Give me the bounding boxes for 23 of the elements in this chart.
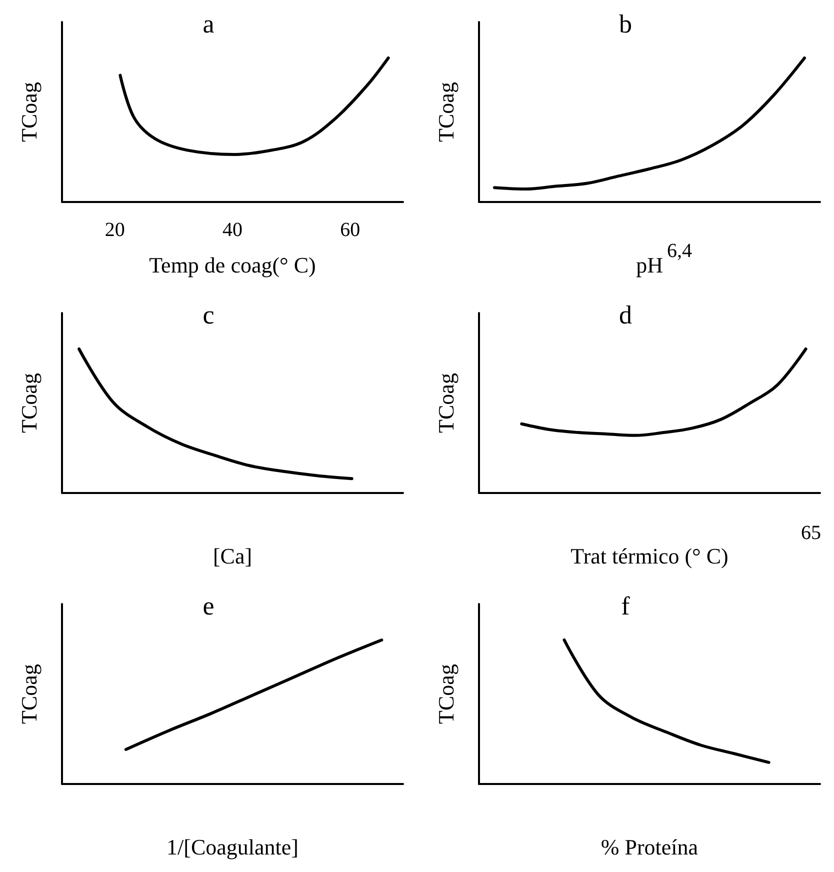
y-axis-title: TCoag (16, 82, 42, 142)
y-axis-title: TCoag (16, 373, 42, 433)
y-axis-title: TCoag (434, 664, 458, 724)
x-tick-label: 60 (340, 219, 360, 241)
x-axis-title: Trat térmico (° C) (570, 544, 728, 568)
x-tick-label: 20 (104, 219, 125, 241)
text: 6,4 (667, 240, 692, 262)
text: 65 (801, 522, 821, 544)
chart-title: f (621, 592, 630, 620)
chart-title: c (202, 300, 214, 330)
x-axis-title: [Ca] (212, 544, 252, 568)
y-axis-title: TCoag (16, 664, 42, 724)
x-tick-label: 40 (222, 219, 242, 241)
chart-title: e (202, 592, 214, 620)
chart-title: d (619, 300, 632, 330)
x-axis-title: pH (636, 252, 664, 278)
y-axis-title: TCoag (434, 373, 458, 433)
chart-title: b (619, 10, 632, 38)
x-axis-title: Temp de coag(° C) (149, 252, 316, 278)
chart-title: a (202, 10, 215, 38)
x-axis-title: 1/[Coagulante] (166, 834, 298, 860)
y-axis-title: TCoag (434, 82, 458, 142)
x-axis-title: % Proteína (600, 834, 698, 860)
